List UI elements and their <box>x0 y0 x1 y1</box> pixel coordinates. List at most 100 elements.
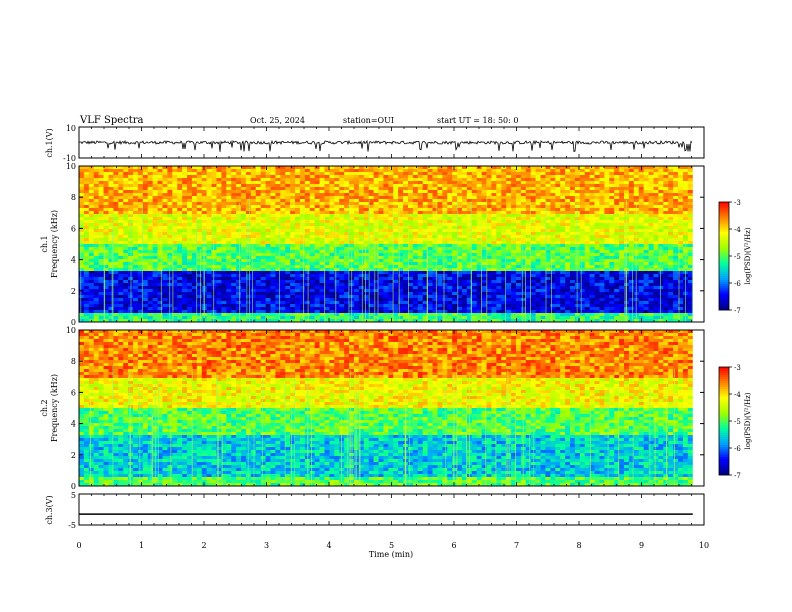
spectrogram-cell <box>594 241 600 245</box>
spectrogram-cell <box>565 235 571 239</box>
spectrogram-cell <box>314 226 320 230</box>
spectrogram-cell <box>250 229 257 233</box>
spectrogram-cell <box>231 250 237 254</box>
spectrogram-cell <box>687 169 694 173</box>
spectrogram-cell <box>103 277 109 281</box>
spectrogram-cell <box>555 196 561 200</box>
spectrogram-cell <box>196 211 203 215</box>
spectrogram-cell <box>496 271 502 275</box>
spectrogram-cell <box>560 280 566 284</box>
spectrogram-cell <box>560 226 566 230</box>
spectrogram-cell <box>363 220 369 224</box>
spectrogram-cell <box>535 217 541 221</box>
spectrogram-cell <box>79 211 85 215</box>
spectrogram-cell <box>285 244 291 248</box>
spectrogram-cell <box>285 226 291 230</box>
spectrogram-cell <box>334 190 340 194</box>
spectrogram-cell <box>604 211 610 215</box>
spectrogram-cell <box>398 247 404 251</box>
spectrogram-cell <box>339 244 345 248</box>
spectrogram-cell <box>461 178 468 182</box>
spectrogram-cell <box>584 262 590 266</box>
spectrogram-cell <box>579 274 586 278</box>
spectrogram-cell <box>432 217 438 221</box>
spectrogram-cell <box>570 238 576 242</box>
spectrogram-cell <box>177 274 183 278</box>
spectrogram-cell <box>299 232 306 236</box>
spectrogram-cell <box>609 187 615 191</box>
spectrogram-cell <box>422 172 428 176</box>
spectrogram-cell <box>417 202 423 206</box>
spectrogram-cell <box>83 181 90 185</box>
spectrogram-cell <box>643 256 649 260</box>
spectrogram-cell <box>442 193 448 197</box>
spectrogram-cell <box>481 190 487 194</box>
spectrogram-cell <box>206 280 212 284</box>
spectrogram-cell <box>285 169 291 173</box>
spectrogram-cell <box>270 253 276 257</box>
spectrogram-cell <box>88 265 95 269</box>
spectrogram-cell <box>476 274 482 278</box>
spectrogram-cell <box>368 196 374 200</box>
spectrogram-cell <box>687 226 694 230</box>
spectrogram-cell <box>329 217 335 221</box>
spectrogram-cell <box>496 202 502 206</box>
spectrogram-cell <box>270 268 276 272</box>
spectrogram-cell <box>388 220 394 224</box>
spectrogram-cell <box>481 277 487 281</box>
spectrogram-cell <box>407 220 414 224</box>
spectrogram-cell <box>506 259 512 263</box>
spectrogram-cell <box>196 244 203 248</box>
spectrogram-cell <box>245 250 252 254</box>
spectrogram-cell <box>314 283 320 287</box>
spectrogram-cell <box>501 178 507 182</box>
spectrogram-cell <box>648 223 654 227</box>
spectrogram-cell <box>245 244 252 248</box>
spectrogram-cell <box>663 232 669 236</box>
spectrogram-cell <box>550 268 556 272</box>
spectrogram-cell <box>344 196 350 200</box>
spectrogram-cell <box>157 205 163 209</box>
spectrogram-cell <box>412 190 419 194</box>
spectrogram-cell <box>589 238 595 242</box>
spectrogram-cell <box>658 229 664 233</box>
spectrogram-cell <box>93 217 99 221</box>
spectrogram-cell <box>442 280 448 284</box>
spectrogram-cell <box>309 256 315 260</box>
spectrogram-cell <box>560 205 566 209</box>
spectrogram-cell <box>501 247 507 251</box>
spectrogram-cell <box>324 229 330 233</box>
spectrogram-cell <box>570 256 576 260</box>
spectrogram-cell <box>344 250 350 254</box>
spectrogram-cell <box>417 259 423 263</box>
spectrogram-cell <box>653 196 659 200</box>
spectrogram-cell <box>584 205 590 209</box>
spectrogram-cell <box>137 196 144 200</box>
spectrogram-cell <box>545 184 551 188</box>
spectrogram-cell <box>373 274 379 278</box>
spectrogram-cell <box>393 262 399 266</box>
spectrogram-cell <box>501 277 507 281</box>
spectrogram-cell <box>457 217 463 221</box>
spectrogram-cell <box>422 280 428 284</box>
spectrogram-cell <box>545 238 551 242</box>
spectrogram-cell <box>123 223 129 227</box>
spectrogram-cell <box>565 199 571 203</box>
spectrogram-cell <box>403 256 409 260</box>
spectrogram-cell <box>393 226 399 230</box>
spectrogram-cell <box>442 256 448 260</box>
spectrogram-cell <box>466 232 473 236</box>
spectrogram-cell <box>619 175 625 179</box>
spectrogram-cell <box>491 169 497 173</box>
spectrogram-cell <box>427 175 433 179</box>
spectrogram-cell <box>353 172 360 176</box>
spectrogram-cell <box>511 241 517 245</box>
spectrogram-cell <box>211 190 217 194</box>
spectrogram-cell <box>515 175 522 179</box>
spectrogram-cell <box>437 172 443 176</box>
spectrogram-cell <box>525 277 532 281</box>
spectrogram-cell <box>245 253 252 257</box>
spectrogram-cell <box>412 229 419 233</box>
spectrogram-cell <box>118 184 124 188</box>
spectrogram-cell <box>663 256 669 260</box>
